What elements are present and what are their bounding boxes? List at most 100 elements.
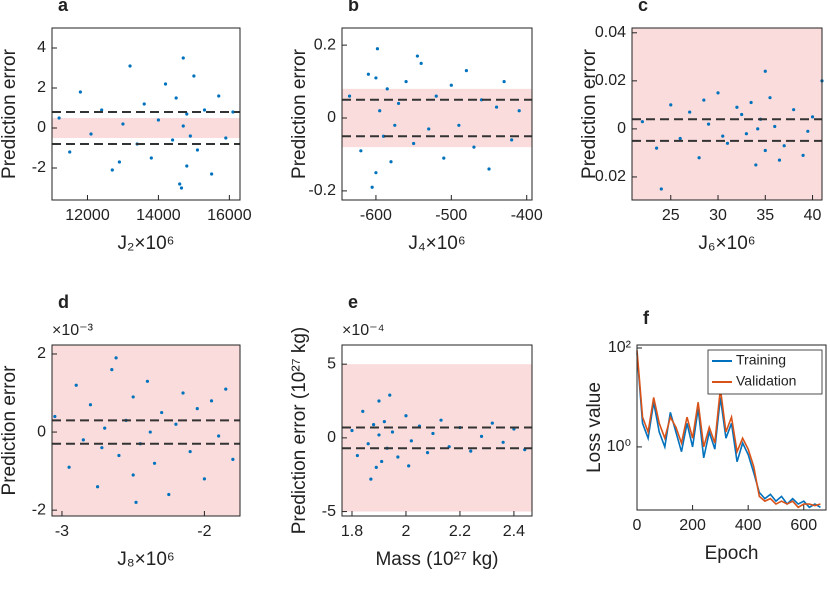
data-point — [754, 163, 758, 167]
data-point — [117, 453, 121, 458]
data-point — [425, 451, 430, 455]
data-point — [369, 477, 373, 481]
data-point — [388, 393, 392, 397]
panel-letter: d — [58, 292, 69, 312]
y-axis-label: Prediction error — [0, 48, 20, 179]
data-point — [100, 446, 104, 450]
plot-area — [347, 47, 521, 189]
data-point — [407, 464, 411, 468]
data-point — [801, 153, 805, 157]
data-point — [431, 431, 435, 436]
data-point — [777, 158, 782, 162]
data-point — [782, 144, 786, 148]
x-tick-label: -3 — [55, 523, 69, 540]
x-tick-label: 16000 — [207, 207, 252, 224]
x-tick-label: 2.4 — [503, 523, 525, 540]
x-axis-label: Epoch — [705, 543, 759, 564]
data-point — [81, 438, 85, 442]
data-point — [145, 379, 150, 383]
data-point — [78, 90, 82, 94]
data-point — [374, 76, 378, 80]
data-point — [697, 156, 701, 160]
data-point — [202, 108, 207, 112]
y-tick-label: 0.2 — [314, 36, 336, 53]
data-point — [209, 399, 214, 403]
data-point — [721, 134, 725, 138]
data-point — [669, 103, 673, 107]
data-point — [749, 100, 753, 105]
data-point — [419, 61, 423, 65]
y-exponent: ×10⁻⁴ — [342, 322, 385, 339]
data-point — [768, 96, 772, 100]
y-tick-label: -5 — [322, 503, 336, 520]
x-tick-label: 2 — [402, 523, 411, 540]
tolerance-band — [342, 88, 532, 148]
data-point — [494, 105, 499, 109]
y-tick-label: -0.02 — [590, 168, 627, 185]
data-point — [188, 134, 192, 138]
data-point — [377, 433, 381, 437]
data-point — [654, 146, 659, 150]
data-point — [103, 426, 107, 430]
x-tick-label: 200 — [679, 517, 706, 534]
data-point — [68, 150, 72, 154]
y-tick-label: 2 — [37, 79, 46, 96]
data-point — [404, 414, 408, 418]
y-tick-label: 10² — [608, 339, 632, 356]
data-point — [427, 127, 431, 131]
data-point — [152, 461, 157, 465]
data-point — [174, 422, 178, 426]
x-tick-label: 600 — [790, 517, 817, 534]
data-point — [361, 409, 365, 413]
x-tick-label: 1.8 — [341, 523, 363, 540]
data-point — [167, 492, 171, 497]
y-tick-label: 10⁰ — [607, 438, 631, 455]
data-point — [181, 56, 185, 60]
panel-letter: f — [643, 308, 650, 328]
data-point — [449, 83, 453, 87]
data-point — [217, 94, 221, 98]
data-point — [389, 160, 393, 164]
data-point — [371, 423, 376, 427]
data-point — [735, 105, 739, 109]
axes-box — [51, 27, 241, 201]
x-tick-label: 35 — [756, 207, 774, 224]
legend-label: Validation — [736, 373, 796, 389]
y-tick-label: -0.2 — [308, 182, 336, 199]
data-point — [469, 449, 473, 453]
y-axis-label: Prediction error (10²⁷ kg) — [289, 327, 310, 535]
data-point — [156, 118, 161, 122]
y-tick-label: 0 — [37, 119, 46, 136]
data-point — [502, 79, 506, 84]
x-tick-label: 14000 — [136, 207, 181, 224]
data-point — [375, 47, 380, 51]
x-tick-label: -600 — [360, 207, 392, 224]
data-point — [773, 124, 777, 129]
data-point — [185, 112, 189, 116]
y-axis-label: Prediction error — [579, 48, 600, 179]
data-point — [149, 156, 153, 160]
data-point — [366, 72, 370, 76]
data-point — [224, 136, 228, 140]
x-axis-label: J₄×10⁶ — [408, 233, 465, 254]
x-axis-label: Mass (10²⁷ kg) — [375, 549, 498, 570]
data-point — [382, 420, 386, 424]
data-point — [217, 434, 221, 438]
y-tick-label: 5 — [327, 355, 336, 372]
y-tick-label: 2 — [37, 345, 46, 362]
y-tick-label: 0 — [327, 109, 336, 126]
plot-area — [636, 350, 821, 509]
axes-box — [341, 344, 533, 517]
data-point — [181, 391, 185, 395]
data-point — [385, 87, 389, 91]
y-tick-label: 0 — [617, 120, 626, 137]
data-point — [678, 136, 682, 141]
y-tick-label: 4 — [37, 39, 46, 56]
x-tick-label: 30 — [709, 207, 727, 224]
data-point — [181, 124, 185, 128]
panel-letter: a — [58, 0, 69, 15]
axes-box — [341, 27, 533, 201]
x-tick-label: 2.2 — [449, 523, 471, 540]
data-point — [95, 485, 100, 489]
data-point — [510, 138, 514, 142]
